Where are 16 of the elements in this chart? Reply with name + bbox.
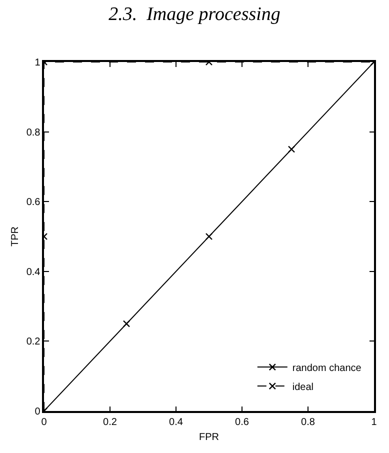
y-axis-title: TPR [10, 226, 21, 246]
x-tick-label: 0.4 [169, 416, 184, 428]
x-tick-label: 0.2 [103, 416, 118, 428]
y-tick-label: 0.2 [26, 336, 41, 348]
x-tick-label: 1 [371, 416, 378, 428]
chart-title: 2.3. Image processing [108, 4, 280, 26]
legend-label: random chance [292, 362, 362, 374]
x-tick-label: 0.6 [235, 416, 250, 428]
y-tick-label: 0.8 [26, 127, 41, 138]
legend-label: ideal [292, 382, 314, 393]
y-tick-label: 0.6 [26, 197, 41, 208]
x-axis-title: FPR [199, 432, 219, 443]
x-tick-label: 0.8 [301, 416, 316, 428]
y-tick-label: 1 [34, 58, 41, 68]
y-tick-label: 0.4 [26, 266, 41, 278]
y-tick-label: 0 [34, 406, 41, 418]
